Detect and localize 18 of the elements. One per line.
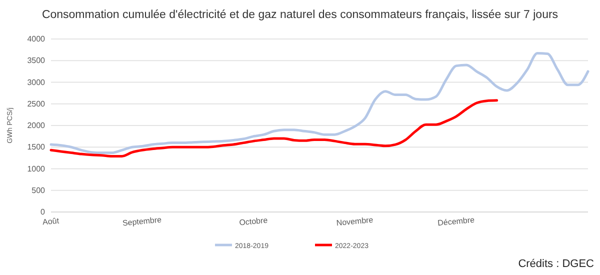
x-tick-label: Décembre	[437, 215, 476, 228]
y-tick-label: 500	[32, 186, 46, 195]
line-series	[50, 52, 590, 154]
text: Crédits : DGEC	[518, 258, 594, 270]
y-tick-label: 3500	[27, 56, 46, 66]
x-tick-label: Septembre	[122, 215, 162, 228]
y-tick-label: 4000	[27, 34, 46, 44]
x-tick-label: Novembre	[336, 215, 374, 228]
y-tick-label: 1000	[27, 164, 46, 174]
x-tick-label: Octobre	[238, 216, 269, 228]
y-tick-label: 0	[40, 208, 46, 217]
x-tick-label: Août	[42, 216, 60, 227]
line-series	[50, 99, 498, 158]
y-tick-label: 3000	[27, 78, 46, 87]
chart-title: Consommation cumulée d'électricité et de gaz naturel des consommateurs français, lissée sur 7 jours	[42, 9, 558, 21]
y-tick-label: 2500	[27, 99, 46, 108]
y-tick-label: 1500	[27, 142, 46, 152]
y-tick-label: 2000	[27, 121, 46, 130]
